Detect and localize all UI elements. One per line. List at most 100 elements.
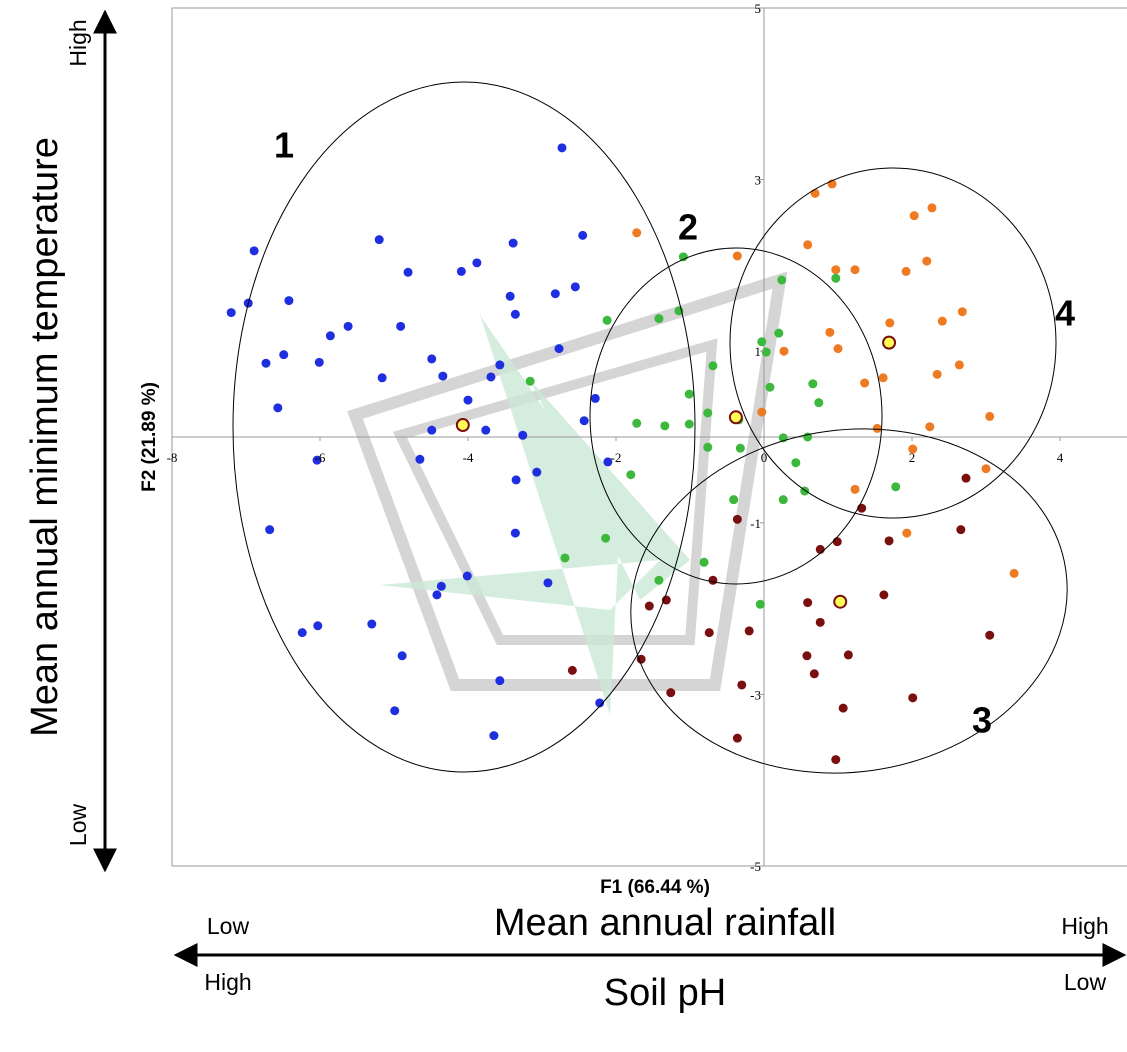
point: [510, 309, 520, 319]
point: [779, 346, 789, 356]
point: [850, 484, 860, 494]
point: [374, 235, 384, 245]
bottom-high: High: [204, 969, 251, 995]
point: [403, 267, 413, 277]
point: [678, 252, 688, 262]
point: [489, 731, 499, 741]
cluster-label: 3: [972, 700, 992, 741]
y-tick-label: 1: [755, 344, 762, 359]
x-axis-title: F1 (66.44 %): [600, 877, 710, 898]
point: [510, 528, 520, 538]
point: [831, 755, 841, 765]
point: [377, 373, 387, 383]
point: [495, 360, 505, 370]
point: [456, 266, 466, 276]
point: [901, 266, 911, 276]
point: [908, 693, 918, 703]
x-tick-label: -6: [315, 450, 326, 465]
point: [825, 327, 835, 337]
point: [602, 315, 612, 325]
point: [985, 411, 995, 421]
watermark: [347, 271, 788, 715]
point: [891, 482, 901, 492]
point: [735, 443, 745, 453]
point: [778, 495, 788, 505]
point: [908, 444, 918, 454]
bottom-title: Soil pH: [604, 972, 727, 1014]
point: [729, 495, 739, 505]
centroid: [833, 594, 848, 609]
x-tick-label: -8: [167, 450, 178, 465]
point: [557, 143, 567, 153]
x-tick-label: 4: [1057, 450, 1064, 465]
point: [481, 425, 491, 435]
y-tick-label: 3: [755, 173, 762, 188]
point: [390, 706, 400, 716]
point: [1009, 568, 1019, 578]
point: [343, 321, 353, 331]
point: [833, 344, 843, 354]
x-tick-label: 2: [909, 450, 916, 465]
point: [927, 203, 937, 213]
point: [486, 372, 496, 382]
point: [922, 256, 932, 266]
point: [708, 575, 718, 585]
point: [732, 733, 742, 743]
point: [850, 265, 860, 275]
point: [644, 601, 654, 611]
side-title: Mean annual minimum temperature: [24, 137, 66, 737]
point: [777, 275, 787, 285]
point: [495, 676, 505, 686]
point: [560, 553, 570, 563]
point: [654, 314, 664, 324]
point: [432, 590, 442, 600]
point: [761, 347, 771, 357]
point: [802, 651, 812, 661]
point: [436, 581, 446, 591]
point: [878, 373, 888, 383]
point: [427, 425, 437, 435]
cluster-ellipses: [232, 81, 1068, 774]
point: [666, 688, 676, 698]
cluster-label: 2: [678, 207, 698, 248]
point: [684, 419, 694, 429]
point: [660, 421, 670, 431]
point: [312, 455, 322, 465]
y-tick-label: -1: [750, 516, 761, 531]
point: [603, 457, 613, 467]
point: [525, 376, 535, 386]
point: [261, 358, 271, 368]
point: [226, 308, 236, 318]
cluster-ellipse: [589, 247, 883, 585]
point: [284, 296, 294, 306]
point: [808, 379, 818, 389]
point: [463, 395, 473, 405]
point: [595, 698, 605, 708]
point: [325, 331, 335, 341]
point: [985, 630, 995, 640]
point: [396, 321, 406, 331]
point: [732, 251, 742, 261]
point: [814, 398, 824, 408]
plot: [226, 143, 1019, 765]
point: [508, 238, 518, 248]
point: [860, 378, 870, 388]
centroid: [882, 335, 897, 350]
point: [704, 628, 714, 638]
point: [273, 403, 283, 413]
point: [279, 350, 289, 360]
point: [367, 619, 377, 629]
point: [579, 416, 589, 426]
cluster-ellipse: [630, 428, 1068, 774]
point: [810, 188, 820, 198]
x-tick-label: -2: [611, 450, 622, 465]
point: [626, 470, 636, 480]
point: [505, 291, 515, 301]
y-tick-label: -3: [750, 687, 761, 702]
point: [590, 393, 600, 403]
point: [732, 514, 742, 524]
point: [884, 536, 894, 546]
centroid: [728, 410, 743, 425]
bottom-low: Low: [207, 913, 250, 939]
point: [765, 382, 775, 392]
